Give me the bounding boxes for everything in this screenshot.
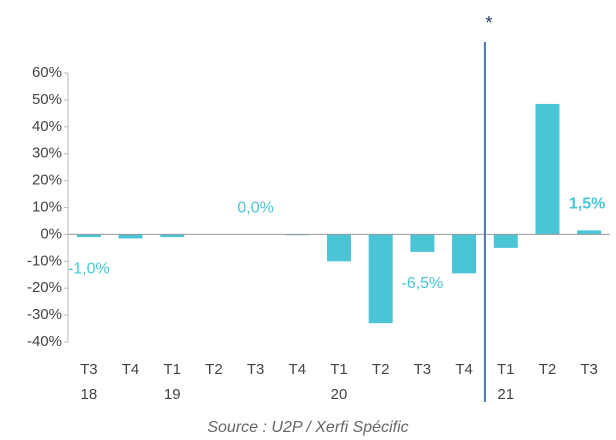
x-tick-label: T3 — [247, 361, 265, 378]
y-tick-label: 10% — [32, 198, 62, 215]
bar — [118, 234, 143, 239]
bar — [160, 234, 185, 238]
x-tick-label: T3 — [414, 361, 432, 378]
bar — [327, 234, 351, 262]
data-label: -6,5% — [401, 275, 443, 292]
data-label: 0,0% — [237, 200, 273, 217]
x-year-label: 18 — [81, 386, 98, 403]
bar — [368, 234, 393, 324]
annotation: * — [485, 13, 492, 33]
y-tick-label: 40% — [32, 118, 62, 135]
y-tick-label: -40% — [27, 333, 62, 350]
bar — [410, 234, 435, 252]
y-tick-label: -20% — [27, 279, 62, 296]
y-tick-label: -30% — [27, 306, 62, 323]
source: Source : U2P / Xerfi Spécific — [207, 419, 408, 436]
y-tick-label: 50% — [32, 91, 62, 108]
x-tick-label: T2 — [205, 361, 223, 378]
x-tick-label: T1 — [497, 361, 515, 378]
y-tick-label: 20% — [32, 172, 62, 189]
x-tick-label: T4 — [289, 361, 307, 378]
x-tick-label: T4 — [122, 361, 140, 378]
x-year-label: 19 — [164, 386, 181, 403]
x-year-label: 21 — [497, 386, 514, 403]
x-tick-label: T1 — [163, 361, 181, 378]
bar — [577, 230, 602, 235]
bar — [493, 234, 518, 248]
data-label: 1,5% — [569, 196, 605, 213]
y-tick-label: 30% — [32, 145, 62, 162]
bar — [535, 103, 560, 235]
x-tick-label: T2 — [539, 361, 557, 378]
bar — [452, 234, 477, 274]
data-label: -1,0% — [68, 260, 110, 277]
x-year-label: 20 — [331, 386, 348, 403]
x-tick-label: T2 — [372, 361, 390, 378]
y-tick-label: -10% — [27, 252, 62, 269]
x-tick-label: T4 — [455, 361, 473, 378]
x-tick-label: T3 — [80, 361, 98, 378]
y-tick-label: 0% — [40, 225, 62, 242]
x-tick-label: T1 — [330, 361, 348, 378]
x-tick-label: T3 — [580, 361, 598, 378]
y-tick-label: 60% — [32, 64, 62, 81]
bar — [76, 234, 101, 238]
